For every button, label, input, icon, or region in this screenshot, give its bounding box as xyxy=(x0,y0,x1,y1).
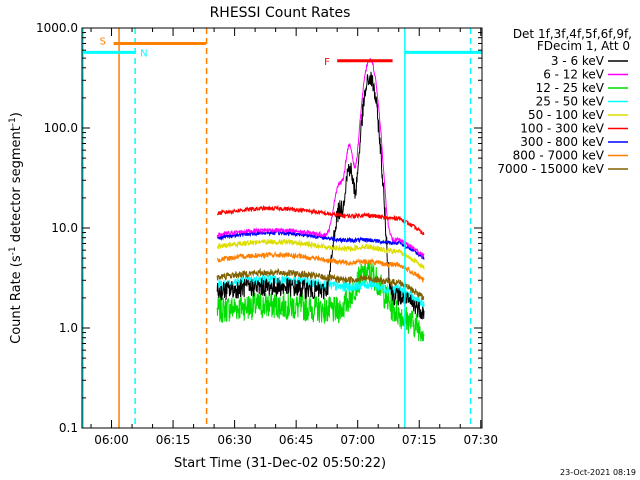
series-line-7000-15000kev xyxy=(216,267,425,301)
legend: Det 1f,3f,4f,5f,6f,9f, FDecim 1, Att 0 3… xyxy=(497,27,632,176)
series-line-800-7000kev xyxy=(216,250,425,283)
legend-entry-label: 300 - 800 keV xyxy=(520,135,604,149)
legend-entry-label: 6 - 12 keV xyxy=(543,68,605,82)
legend-entry-label: 50 - 100 keV xyxy=(528,108,605,122)
series-line-6-12kev xyxy=(216,58,425,259)
legend-entry-label: 7000 - 15000 keV xyxy=(497,162,604,176)
x-tick-label: 06:15 xyxy=(156,433,191,447)
x-tick-label: 06:00 xyxy=(94,433,129,447)
x-tick-label: 07:30 xyxy=(463,433,498,447)
footer-timestamp: 23-Oct-2021 08:19 xyxy=(560,468,636,477)
y-axis: 0.1 1.0 10.0 100.0 1000.0 xyxy=(36,21,482,435)
legend-entry-label: 25 - 50 keV xyxy=(536,95,605,109)
y-tick-label: 1000.0 xyxy=(36,21,78,35)
y-tick-label: 100.0 xyxy=(44,121,78,135)
night-label: N xyxy=(140,48,147,59)
marker-group: S N F xyxy=(82,28,482,428)
y-axis-label: Count Rate (s-1 detector segment-1) xyxy=(8,112,24,344)
plot-frame xyxy=(81,27,483,429)
x-axis-label: Start Time (31-Dec-02 05:50:22) xyxy=(174,456,386,471)
legend-header-1: Det 1f,3f,4f,5f,6f,9f, xyxy=(513,27,632,41)
legend-entry-label: 800 - 7000 keV xyxy=(513,149,605,163)
y-axis-label-main: Count Rate (s xyxy=(9,255,24,344)
y-tick-label: 1.0 xyxy=(59,321,78,335)
series-line-12-25kev xyxy=(216,259,425,342)
x-tick-label: 07:00 xyxy=(340,433,375,447)
series-line-100-300kev xyxy=(216,204,425,236)
series-line-50-100kev xyxy=(216,238,425,270)
x-axis: 06:00 06:15 06:30 06:45 07:00 07:15 07:30 xyxy=(90,28,498,447)
legend-entry-label: 12 - 25 keV xyxy=(536,81,605,95)
flare-label: F xyxy=(324,57,330,68)
y-axis-label-sup: -1 xyxy=(8,246,18,255)
chart-title: RHESSI Count Rates xyxy=(210,5,351,21)
y-axis-label-sup2: -1 xyxy=(8,117,18,126)
legend-header-2: FDecim 1, Att 0 xyxy=(537,39,630,53)
series-line-3-6kev xyxy=(216,71,425,320)
x-tick-label: 06:45 xyxy=(279,433,314,447)
x-tick-label: 07:15 xyxy=(402,433,437,447)
series-group xyxy=(216,58,425,342)
y-axis-label-rest: detector segment xyxy=(9,126,24,246)
y-tick-label: 0.1 xyxy=(59,421,78,435)
y-tick-label: 10.0 xyxy=(51,221,78,235)
saa-label: S xyxy=(100,36,106,47)
x-tick-label: 06:30 xyxy=(217,433,252,447)
y-axis-label-end: ) xyxy=(9,112,24,117)
legend-entry-label: 100 - 300 keV xyxy=(520,122,604,136)
legend-entry-label: 3 - 6 keV xyxy=(551,54,605,68)
